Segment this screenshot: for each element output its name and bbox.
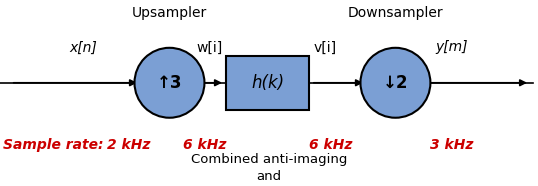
Text: h(k): h(k) <box>251 74 284 92</box>
FancyBboxPatch shape <box>226 56 309 110</box>
Ellipse shape <box>134 48 204 118</box>
Text: and: and <box>257 170 281 183</box>
Text: 2 kHz: 2 kHz <box>108 138 151 152</box>
Text: Downsampler: Downsampler <box>348 6 443 20</box>
Text: 6 kHz: 6 kHz <box>309 138 352 152</box>
Text: x[n]: x[n] <box>69 40 97 54</box>
Ellipse shape <box>360 48 430 118</box>
Text: y[m]: y[m] <box>436 40 468 54</box>
Text: 6 kHz: 6 kHz <box>183 138 226 152</box>
Text: Combined anti-imaging: Combined anti-imaging <box>191 153 347 166</box>
Text: v[i]: v[i] <box>314 40 337 54</box>
Text: w[i]: w[i] <box>197 40 223 54</box>
Text: Sample rate:: Sample rate: <box>3 138 103 152</box>
Text: ↓2: ↓2 <box>383 74 408 92</box>
Text: 3 kHz: 3 kHz <box>430 138 473 152</box>
Text: Upsampler: Upsampler <box>132 6 207 20</box>
Text: ↑3: ↑3 <box>157 74 182 92</box>
